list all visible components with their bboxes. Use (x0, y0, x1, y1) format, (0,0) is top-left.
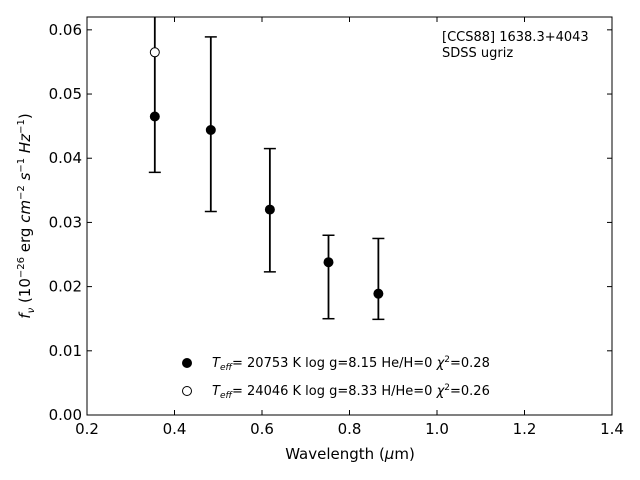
y-axis-label: fν (10−26 erg cm−2 s−1 Hz−1) (16, 113, 37, 318)
y-tick-label: 0.05 (49, 85, 82, 103)
annotation-line-1: [CCS88] 1638.3+4043 (442, 30, 589, 45)
legend-marker-open (182, 386, 192, 396)
x-tick-label: 0.6 (250, 420, 274, 438)
legend-label-1: Teff= 20753 K log g=8.15 He/H=0 χ2=0.28 (212, 355, 490, 373)
data-points (149, 47, 384, 299)
y-tick-label: 0.01 (49, 342, 82, 360)
x-axis-ticks: 0.2 0.4 0.6 0.8 1.0 1.2 1.4 (75, 17, 624, 438)
y-tick-label: 0.00 (49, 406, 82, 424)
y-tick-label: 0.04 (49, 149, 82, 167)
y-axis-ticks: 0.00 0.01 0.02 0.03 0.04 0.05 0.06 (49, 21, 612, 424)
error-bars (148, 17, 385, 321)
x-tick-label: 1.2 (513, 420, 537, 438)
x-tick-label: 0.8 (338, 420, 362, 438)
annotation-line-2: SDSS ugriz (442, 46, 513, 61)
x-tick-label: 1.4 (600, 420, 624, 438)
y-tick-label: 0.06 (49, 21, 82, 39)
legend-marker-filled (182, 358, 192, 368)
model-point-filled (149, 111, 160, 122)
model-point-filled (373, 288, 384, 299)
y-tick-label: 0.03 (49, 213, 82, 231)
model-point-filled (264, 204, 275, 215)
model-point-filled (205, 124, 216, 135)
legend-label-2: Teff= 24046 K log g=8.33 H/He=0 χ2=0.26 (212, 383, 490, 401)
model-point-filled (323, 257, 334, 268)
x-tick-label: 0.2 (75, 420, 99, 438)
legend: Teff= 20753 K log g=8.15 He/H=0 χ2=0.28 … (182, 355, 490, 401)
x-axis-label: Wavelength (μm) (285, 445, 415, 463)
x-tick-label: 0.4 (163, 420, 187, 438)
y-tick-label: 0.02 (49, 278, 82, 296)
x-tick-label: 1.0 (425, 420, 449, 438)
model-point-open (149, 47, 160, 58)
